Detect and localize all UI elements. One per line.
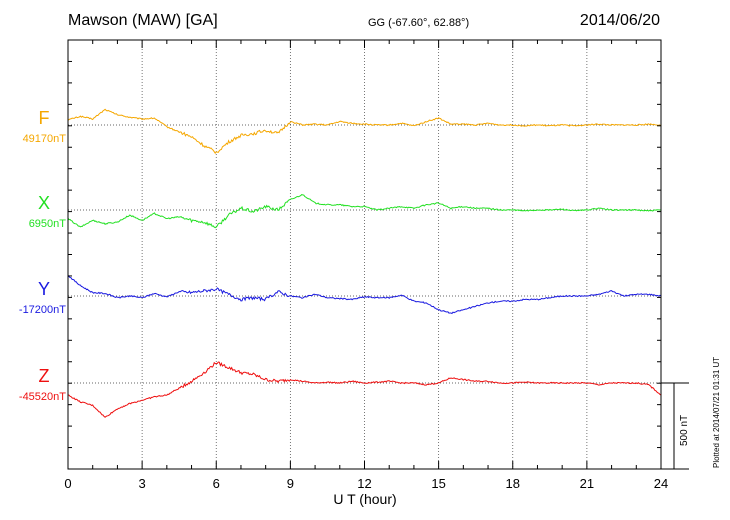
- series-label-f: F: [38, 108, 50, 128]
- x-tick-label: 24: [653, 476, 669, 491]
- plot-frame: [67, 39, 662, 470]
- series-label-y: Y: [37, 279, 50, 299]
- station-title: Mawson (MAW) [GA]: [68, 12, 218, 29]
- x-tick-label: 6: [212, 476, 220, 491]
- x-tick-label: 0: [64, 476, 72, 491]
- x-axis-label: U T (hour): [333, 491, 397, 507]
- x-tick-label: 18: [505, 476, 520, 491]
- series-layer: [67, 108, 662, 418]
- series-line-x: [67, 194, 661, 229]
- series-line-y: [67, 274, 662, 315]
- scale-bar-label: 500 nT: [679, 414, 690, 446]
- grid-layer: [68, 40, 661, 469]
- series-label-x: X: [37, 193, 50, 213]
- series-baseline-y: -17200nT: [18, 304, 66, 316]
- scale-bar: [661, 382, 689, 470]
- tick-layer: [67, 39, 662, 470]
- series-line-z: [67, 361, 662, 418]
- x-tick-label: 12: [357, 476, 372, 491]
- series-baseline-z: -45520nT: [18, 391, 66, 403]
- x-tick-label: 15: [431, 476, 446, 491]
- series-label-z: Z: [38, 366, 50, 386]
- plot-date: 2014/06/20: [579, 12, 660, 29]
- x-tick-label: 21: [579, 476, 595, 491]
- series-baseline-x: 6950nT: [28, 218, 66, 230]
- x-tick-label: 9: [286, 476, 294, 491]
- plotted-timestamp: Plotted at 2014/07/21 01:31 UT: [712, 356, 721, 468]
- series-baseline-f: 49170nT: [22, 133, 66, 145]
- station-coordinates: GG (-67.60°, 62.88°): [368, 17, 470, 29]
- x-tick-label: 3: [138, 476, 146, 491]
- series-line-f: [67, 108, 662, 155]
